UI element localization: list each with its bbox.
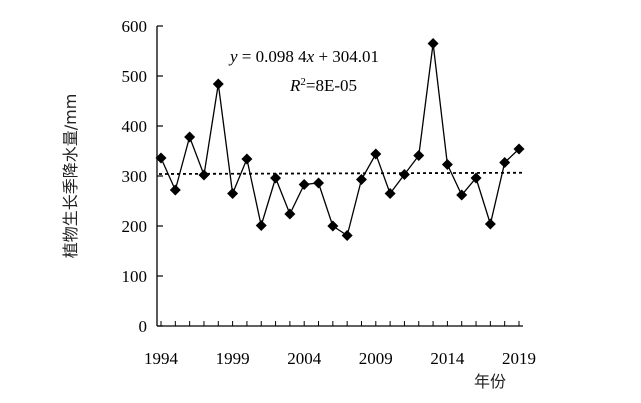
data-point <box>427 38 439 49</box>
label-group: 0 100 200 300 400 500 600 1994 1999 2004 2009 2014 2… <box>122 17 537 368</box>
y-tick-label: 500 <box>122 67 148 86</box>
data-point <box>198 169 210 181</box>
data-point <box>384 188 396 199</box>
data-point <box>370 148 382 160</box>
data-point <box>484 218 496 230</box>
y-tick-label: 100 <box>122 267 148 286</box>
data-point <box>441 159 453 170</box>
x-tick-label: 1999 <box>216 349 250 368</box>
x-tick-label: 1994 <box>144 349 179 368</box>
trendline-group <box>158 171 524 175</box>
x-tick-label: 2004 <box>287 349 322 368</box>
data-point <box>327 220 339 232</box>
data-point <box>470 172 482 184</box>
data-point <box>298 179 310 190</box>
trendline <box>158 171 524 175</box>
trend-equation: y = 0.098 4x + 304.01 <box>228 47 379 66</box>
y-axis-title: 植物生长季降水量/mm <box>61 94 80 259</box>
x-tick-label: 2019 <box>502 349 536 368</box>
y-tick-label: 200 <box>122 217 148 236</box>
data-point <box>255 220 267 231</box>
data-point <box>456 189 468 201</box>
y-tick-label: 300 <box>122 167 148 186</box>
data-point <box>413 150 425 161</box>
data-point <box>155 152 167 164</box>
data-point <box>355 174 367 185</box>
data-point <box>284 208 296 220</box>
x-tick-label: 2009 <box>359 349 393 368</box>
data-point <box>169 184 181 196</box>
data-point <box>184 131 196 143</box>
x-tick-label: 2014 <box>430 349 465 368</box>
y-tick-label: 600 <box>122 17 148 36</box>
data-point <box>313 177 325 189</box>
data-point <box>341 230 353 241</box>
axes <box>156 25 523 327</box>
y-tick-label: 0 <box>139 317 148 336</box>
data-point <box>398 169 410 180</box>
x-axis-title: 年份 <box>474 372 506 391</box>
data-point <box>241 153 253 165</box>
series-line <box>160 43 520 237</box>
data-point <box>227 188 239 199</box>
data-point <box>499 157 511 168</box>
series-group <box>155 38 525 241</box>
data-point <box>212 78 224 90</box>
data-point <box>513 143 525 155</box>
y-tick-label: 400 <box>122 117 148 136</box>
data-point <box>270 172 282 184</box>
trend-r2: R2=8E-05 <box>289 76 357 95</box>
